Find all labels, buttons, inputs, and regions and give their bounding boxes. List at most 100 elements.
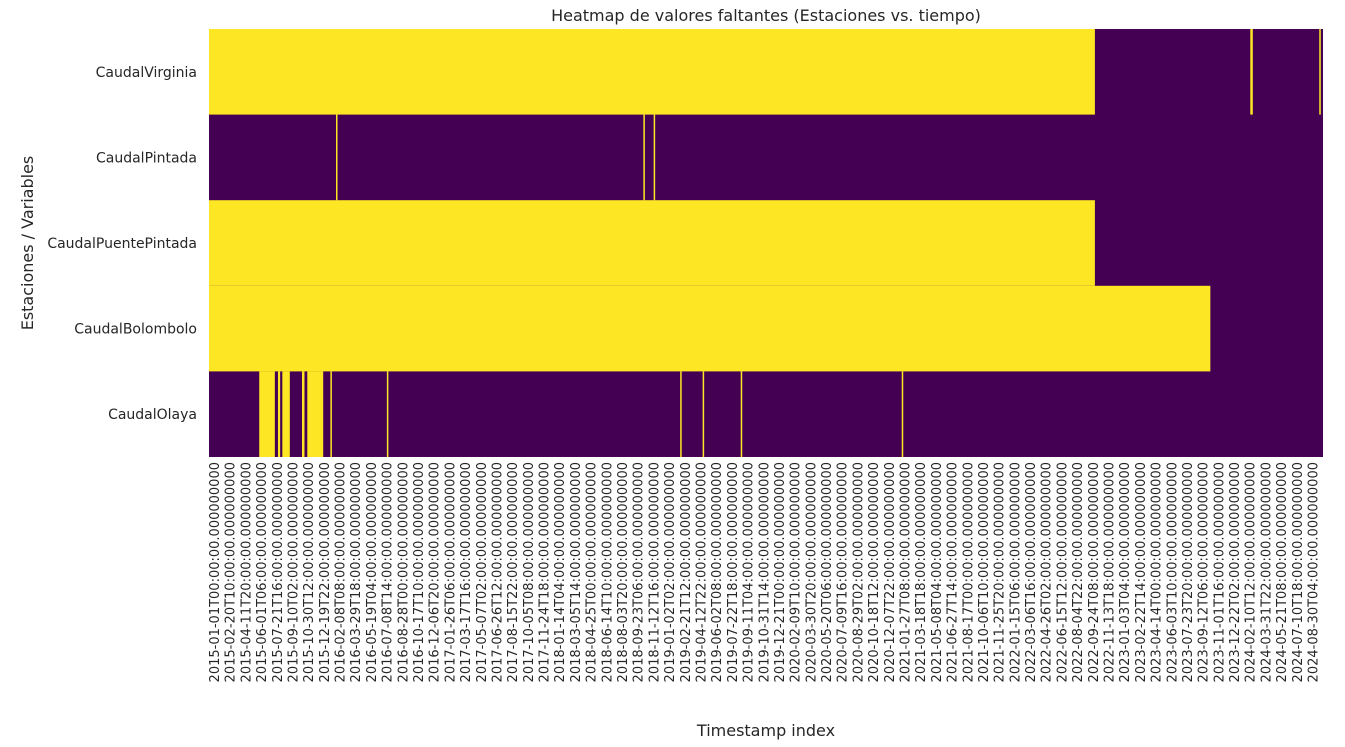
x-tick-label: 2018-11-12T16:00:00.000000000 [647, 462, 662, 682]
x-tick-label: 2024-08-30T04:00:00.000000000 [1307, 462, 1322, 682]
x-tick-labels: 2015-01-01T00:00:00.000000000 2015-02-20T… [208, 462, 1322, 682]
heatmap-cell-missing [330, 371, 332, 457]
x-tick-label: 2017-10-05T08:00:00.000000000 [522, 462, 537, 682]
x-tick-label: 2016-02-08T08:00:00.000000000 [334, 462, 349, 682]
x-tick-label: 2019-09-11T04:00:00.000000000 [742, 462, 757, 682]
x-tick-label: 2024-02-10T12:00:00.000000000 [1244, 462, 1259, 682]
x-tick-label: 2020-08-29T02:00:00.000000000 [851, 462, 866, 682]
x-tick-label: 2017-11-24T18:00:00.000000000 [538, 462, 553, 682]
x-tick-label: 2019-02-21T12:00:00.000000000 [679, 462, 694, 682]
x-tick-label: 2019-04-12T22:00:00.000000000 [694, 462, 709, 682]
y-tick-label: CaudalOlaya [108, 407, 197, 423]
plot-area [209, 29, 1323, 457]
x-tick-label: 2021-05-08T04:00:00.000000000 [930, 462, 945, 682]
x-tick-label: 2021-06-27T14:00:00.000000000 [946, 462, 961, 682]
x-tick-label: 2023-06-03T10:00:00.000000000 [1165, 462, 1180, 682]
heatmap-cell-missing [336, 114, 338, 201]
x-tick-label: 2024-03-31T22:00:00.000000000 [1259, 462, 1274, 682]
chart-title: Heatmap de valores faltantes (Estaciones… [551, 6, 981, 25]
x-tick-label: 2022-09-24T08:00:00.000000000 [1087, 462, 1102, 682]
heatmap-cell-missing [386, 371, 389, 457]
x-tick-label: 2016-07-08T14:00:00.000000000 [381, 462, 396, 682]
x-tick-label: 2015-12-19T22:00:00.000000000 [318, 462, 333, 682]
heatmap-cell-missing [643, 114, 645, 201]
heatmap-cell-missing [307, 371, 324, 457]
x-tick-label: 2023-07-23T20:00:00.000000000 [1181, 462, 1196, 682]
heatmap-cell-missing [653, 114, 656, 201]
x-tick-label: 2017-05-07T02:00:00.000000000 [475, 462, 490, 682]
y-axis-label: Estaciones / Variables [18, 156, 37, 331]
x-tick-label: 2019-07-22T18:00:00.000000000 [726, 462, 741, 682]
x-tick-label: 2015-09-10T02:00:00.000000000 [286, 462, 301, 682]
x-tick-label: 2022-11-13T18:00:00.000000000 [1102, 462, 1117, 682]
x-tick-label: 2022-04-26T02:00:00.000000000 [1040, 462, 1055, 682]
y-tick-label: CaudalBolombolo [74, 322, 197, 338]
x-tick-label: 2019-10-31T14:00:00.000000000 [757, 462, 772, 682]
x-tick-label: 2023-04-14T00:00:00.000000000 [1150, 462, 1165, 682]
x-tick-label: 2016-03-29T18:00:00.000000000 [349, 462, 364, 682]
x-tick-label: 2015-01-01T00:00:00.000000000 [208, 462, 223, 682]
x-tick-label: 2017-06-26T12:00:00.000000000 [490, 462, 505, 682]
x-tick-label: 2020-03-30T20:00:00.000000000 [804, 462, 819, 682]
x-tick-label: 2021-11-25T20:00:00.000000000 [993, 462, 1008, 682]
x-tick-label: 2021-08-17T00:00:00.000000000 [961, 462, 976, 682]
heatmap-cell-missing [1250, 29, 1253, 115]
x-tick-label: 2019-12-21T00:00:00.000000000 [773, 462, 788, 682]
x-tick-label: 2016-10-17T10:00:00.000000000 [412, 462, 427, 682]
x-tick-label: 2015-02-20T10:00:00.000000000 [224, 462, 239, 682]
x-tick-label: 2022-08-04T22:00:00.000000000 [1071, 462, 1086, 682]
x-tick-label: 2018-03-05T14:00:00.000000000 [569, 462, 584, 682]
x-tick-label: 2018-09-23T06:00:00.000000000 [632, 462, 647, 682]
x-tick-label: 2015-10-30T12:00:00.000000000 [302, 462, 317, 682]
heatmap-cell-missing [209, 200, 1095, 286]
y-tick-label: CaudalVirginia [96, 65, 197, 81]
heatmap-cell-missing [680, 371, 682, 457]
x-tick-label: 2022-01-15T06:00:00.000000000 [1008, 462, 1023, 682]
x-tick-label: 2017-01-26T06:00:00.000000000 [443, 462, 458, 682]
x-tick-label: 2019-06-02T08:00:00.000000000 [710, 462, 725, 682]
y-tick-labels: CaudalVirginia CaudalPintada CaudalPuenteP… [47, 65, 197, 423]
x-tick-label: 2024-07-10T18:00:00.000000000 [1291, 462, 1306, 682]
x-tick-label: 2015-06-01T06:00:00.000000000 [255, 462, 270, 682]
x-tick-label: 2018-08-03T20:00:00.000000000 [616, 462, 631, 682]
x-axis-label: Timestamp index [696, 721, 835, 740]
x-tick-label: 2017-03-17T16:00:00.000000000 [459, 462, 474, 682]
heatmap-cell-missing [282, 371, 290, 457]
heatmap-cell-missing [209, 29, 1095, 115]
x-tick-label: 2023-09-12T06:00:00.000000000 [1197, 462, 1212, 682]
x-tick-label: 2020-12-07T22:00:00.000000000 [883, 462, 898, 682]
x-tick-label: 2023-12-22T02:00:00.000000000 [1228, 462, 1243, 682]
heatmap-cell-missing [1319, 29, 1321, 115]
heatmap-cell-missing [301, 371, 305, 457]
x-tick-label: 2021-10-06T10:00:00.000000000 [977, 462, 992, 682]
x-tick-label: 2020-02-09T10:00:00.000000000 [789, 462, 804, 682]
x-tick-label: 2021-03-18T18:00:00.000000000 [914, 462, 929, 682]
x-tick-label: 2020-10-18T12:00:00.000000000 [867, 462, 882, 682]
heatmap-cell-missing [277, 371, 281, 457]
heatmap-cell-missing [702, 371, 705, 457]
x-tick-label: 2024-05-21T08:00:00.000000000 [1275, 462, 1290, 682]
x-tick-label: 2018-04-25T00:00:00.000000000 [585, 462, 600, 682]
x-tick-label: 2023-11-01T16:00:00.000000000 [1212, 462, 1227, 682]
x-tick-label: 2018-01-14T04:00:00.000000000 [553, 462, 568, 682]
x-tick-label: 2016-08-28T00:00:00.000000000 [396, 462, 411, 682]
x-tick-label: 2020-05-20T06:00:00.000000000 [820, 462, 835, 682]
x-tick-label: 2016-05-19T04:00:00.000000000 [365, 462, 380, 682]
x-tick-label: 2022-03-06T16:00:00.000000000 [1024, 462, 1039, 682]
y-tick-label: CaudalPuentePintada [47, 236, 197, 252]
x-tick-label: 2017-08-15T22:00:00.000000000 [506, 462, 521, 682]
heatmap-cell-missing [259, 371, 275, 457]
heatmap-cell-missing [740, 371, 743, 457]
x-tick-label: 2022-06-15T12:00:00.000000000 [1055, 462, 1070, 682]
x-tick-label: 2018-06-14T10:00:00.000000000 [600, 462, 615, 682]
x-tick-label: 2023-01-03T04:00:00.000000000 [1118, 462, 1133, 682]
heatmap-cell-missing [209, 285, 1211, 372]
x-tick-label: 2015-07-21T16:00:00.000000000 [271, 462, 286, 682]
x-tick-label: 2021-01-27T08:00:00.000000000 [898, 462, 913, 682]
x-tick-label: 2016-12-06T20:00:00.000000000 [428, 462, 443, 682]
heatmap-cell-missing [901, 371, 904, 457]
x-tick-label: 2020-07-09T16:00:00.000000000 [836, 462, 851, 682]
x-tick-label: 2023-02-22T14:00:00.000000000 [1134, 462, 1149, 682]
x-tick-label: 2015-04-11T20:00:00.000000000 [239, 462, 254, 682]
